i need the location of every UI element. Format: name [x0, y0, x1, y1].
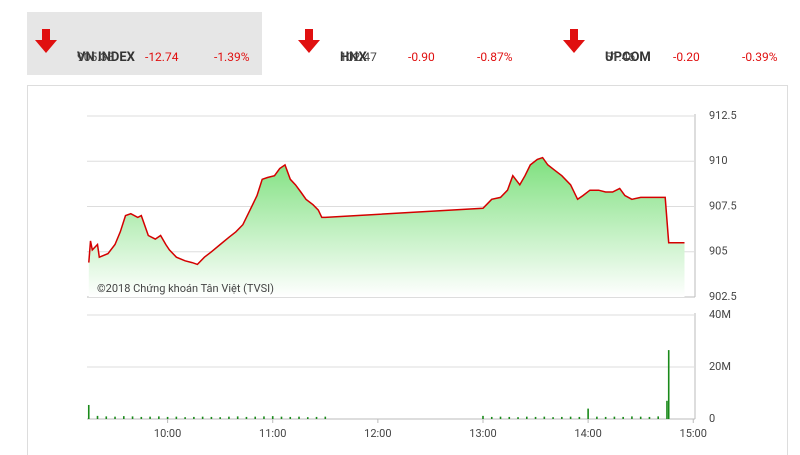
- volume-bar: [482, 415, 484, 419]
- volume-bar: [193, 416, 195, 419]
- index-change: -0.20: [673, 50, 700, 64]
- volume-bar: [587, 408, 589, 419]
- y-tick-label: 0: [709, 412, 715, 425]
- volume-bar: [667, 350, 670, 419]
- y-tick-label: 907.5: [709, 199, 737, 212]
- down-arrow: [298, 29, 320, 53]
- y-tick-label: 20M: [709, 360, 731, 373]
- chart-frame: [27, 85, 788, 455]
- volume-bar: [263, 416, 265, 419]
- volume-bar: [149, 416, 151, 419]
- volume-bar: [508, 416, 511, 419]
- volume-bar: [105, 416, 108, 419]
- index-name: UPCOM: [605, 50, 651, 65]
- volume-bar: [657, 416, 660, 419]
- index-value: 51.46: [605, 50, 636, 64]
- index-name: HNX: [340, 50, 367, 65]
- volume-bar: [131, 416, 134, 419]
- volume-bar: [666, 400, 668, 419]
- volume-bar: [569, 416, 572, 419]
- down-arrow: [563, 29, 585, 53]
- volume-bar: [596, 416, 598, 419]
- index-value: 102.47: [340, 50, 377, 64]
- volume-bar: [525, 416, 528, 419]
- volume-bar: [184, 417, 186, 419]
- volume-bar: [613, 416, 616, 419]
- watermark: ©2018 Chứng khoán Tân Việt (TVSI): [97, 282, 274, 295]
- y-tick-label: 912.5: [709, 109, 737, 122]
- volume-bar: [114, 416, 116, 419]
- volume-bar: [122, 416, 125, 419]
- index-header: VN INDEX 905.38 -12.74 -1.39% HNX 102.47 -0.90…: [0, 0, 800, 76]
- volume-bar: [534, 416, 537, 419]
- price-line: [88, 156, 685, 266]
- volume-bar: [175, 416, 178, 419]
- index-change: -0.90: [408, 50, 435, 64]
- volume-bar: [228, 416, 230, 419]
- index-percent: -1.39%: [214, 50, 250, 64]
- volume-bar: [271, 416, 274, 419]
- x-tick-label: 13:00: [469, 427, 496, 440]
- volume-bar: [289, 416, 292, 419]
- index-box[interactable]: [27, 12, 262, 75]
- volume-bar: [236, 416, 239, 419]
- volume-bar: [254, 416, 257, 419]
- x-tick-label: 11:00: [259, 427, 286, 440]
- volume-bar: [324, 416, 327, 419]
- index-value: 905.38: [77, 50, 114, 64]
- volume-bar: [552, 417, 554, 419]
- volume-bar: [245, 416, 248, 419]
- y-tick-label: 910: [709, 154, 728, 167]
- volume-bar: [96, 415, 99, 419]
- index-percent: -0.87%: [477, 50, 513, 64]
- volume-bar: [306, 417, 309, 419]
- volume-bar: [315, 416, 318, 419]
- volume-bar: [543, 416, 546, 419]
- volume-bar: [158, 416, 160, 419]
- volume-bar: [561, 416, 563, 419]
- y-tick-label: 40M: [709, 308, 731, 321]
- y-tick-label: 902.5: [709, 290, 737, 303]
- volume-bar: [648, 416, 651, 419]
- volume-bar: [499, 416, 502, 419]
- x-tick-label: 14:00: [574, 427, 601, 440]
- index-percent: -0.39%: [742, 50, 778, 64]
- volume-bar: [622, 416, 624, 419]
- index-change: -12.74: [145, 50, 179, 64]
- volume-bar: [639, 416, 642, 419]
- volume-bar: [87, 404, 90, 419]
- index-name: VN INDEX: [77, 50, 135, 65]
- x-tick-label: 12:00: [364, 427, 391, 440]
- volume-bar: [280, 416, 283, 419]
- volume-bar: [210, 416, 213, 419]
- volume-bar: [490, 416, 493, 419]
- volume-bar: [604, 416, 607, 419]
- volume-bar: [631, 416, 633, 419]
- volume-bar: [140, 416, 143, 419]
- x-tick-label: 10:00: [154, 427, 181, 440]
- volume-bar: [578, 416, 581, 419]
- volume-bar: [201, 416, 204, 419]
- down-arrow: [35, 29, 57, 53]
- volume-bar: [517, 417, 519, 419]
- volume-bar: [219, 417, 221, 419]
- price-area: [88, 157, 685, 297]
- volume-bar: [298, 416, 300, 419]
- volume-bar: [166, 416, 169, 419]
- x-tick-label: 15:00: [680, 427, 707, 440]
- y-tick-label: 905: [709, 245, 728, 258]
